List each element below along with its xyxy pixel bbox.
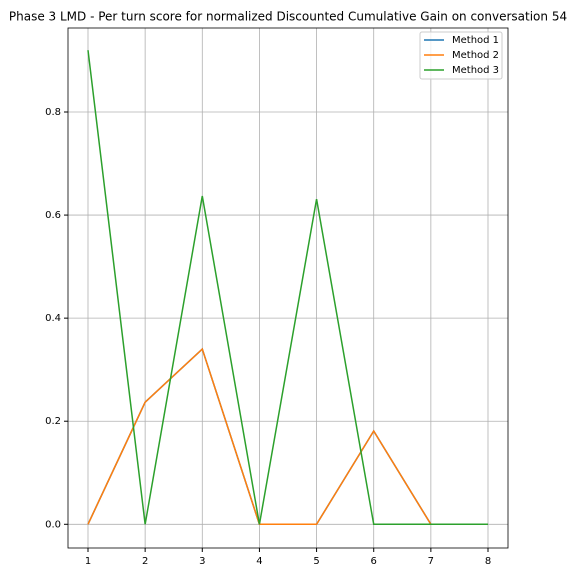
y-tick-label: 0.4 xyxy=(45,313,61,324)
x-tick-label: 7 xyxy=(428,556,434,567)
legend-label: Method 1 xyxy=(452,35,499,46)
legend-label: Method 3 xyxy=(452,65,499,76)
legend-box xyxy=(419,31,503,80)
chart-title: Phase 3 LMD - Per turn score for normali… xyxy=(9,10,567,24)
x-tick-label: 4 xyxy=(256,556,262,567)
y-tick-label: 0.2 xyxy=(45,416,61,427)
series-line xyxy=(87,50,488,526)
x-tick-label: 6 xyxy=(371,556,377,567)
series-line xyxy=(87,347,488,526)
x-tick-label: 2 xyxy=(142,556,148,567)
y-tick-label: 0.0 xyxy=(45,519,61,530)
plot-frame xyxy=(67,27,509,549)
x-tick-label: 3 xyxy=(199,556,205,567)
y-tick-label: 0.6 xyxy=(45,210,61,221)
x-tick-label: 5 xyxy=(313,556,319,567)
legend-label: Method 2 xyxy=(452,50,499,61)
y-tick-label: 0.8 xyxy=(45,107,61,118)
x-tick-label: 1 xyxy=(85,556,91,567)
x-tick-label: 8 xyxy=(485,556,491,567)
